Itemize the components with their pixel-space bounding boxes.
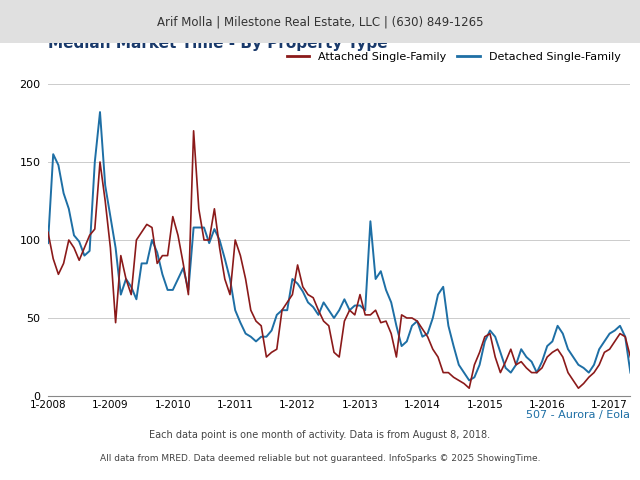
Text: Arif Molla | Milestone Real Estate, LLC | (630) 849-1265: Arif Molla | Milestone Real Estate, LLC … bbox=[157, 15, 483, 28]
Text: Each data point is one month of activity. Data is from August 8, 2018.: Each data point is one month of activity… bbox=[149, 430, 491, 440]
Legend: Attached Single-Family, Detached Single-Family: Attached Single-Family, Detached Single-… bbox=[282, 48, 625, 66]
Text: All data from MRED. Data deemed reliable but not guaranteed. InfoSparks © 2025 S: All data from MRED. Data deemed reliable… bbox=[100, 454, 540, 463]
Text: Median Market Time - By Property Type: Median Market Time - By Property Type bbox=[48, 36, 388, 51]
Text: 507 - Aurora / Eola: 507 - Aurora / Eola bbox=[526, 410, 630, 420]
